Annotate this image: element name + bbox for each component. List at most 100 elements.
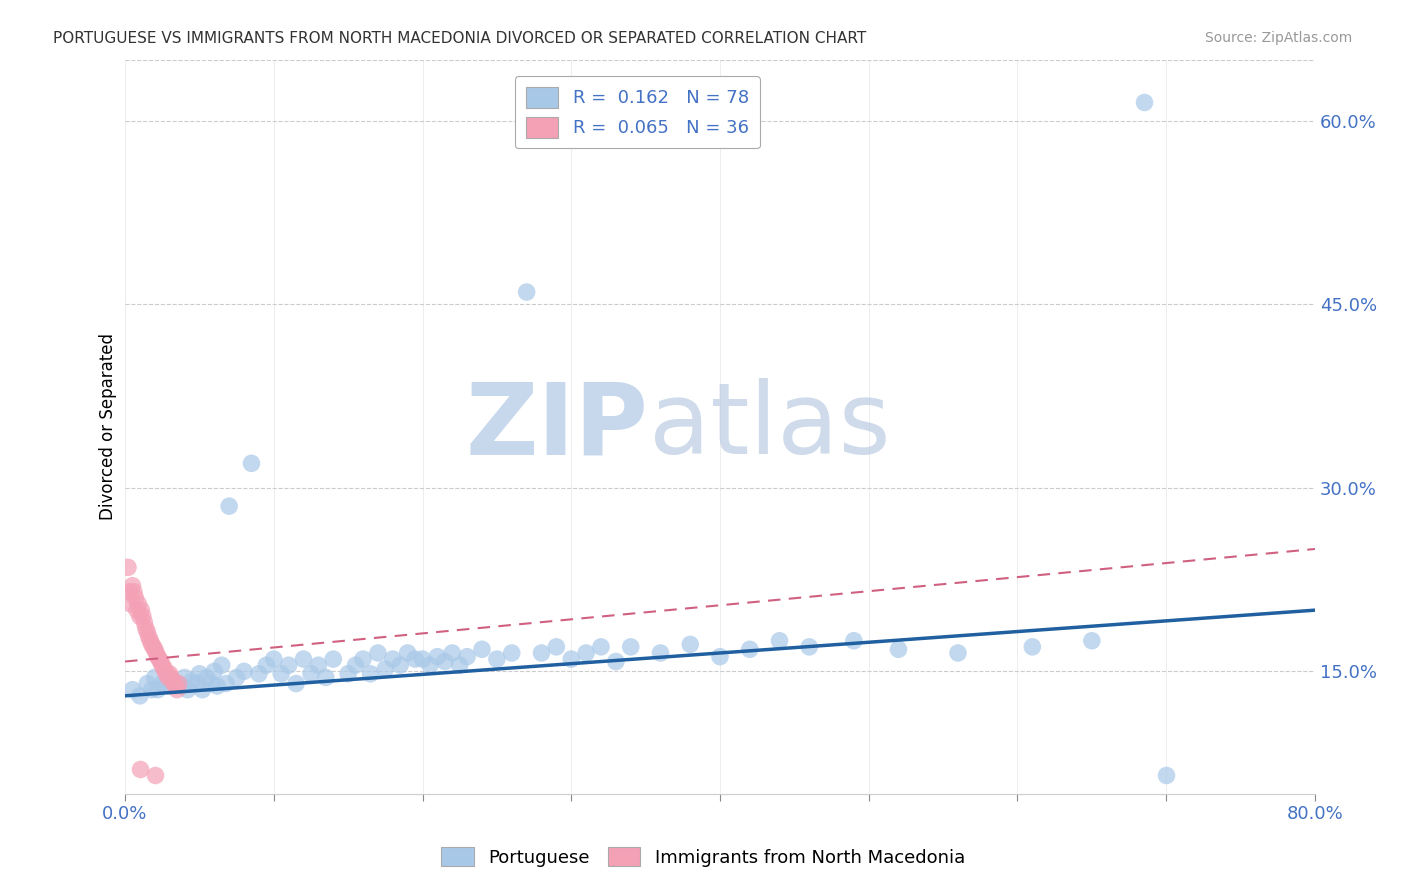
Point [127, 597, 149, 611]
Point [516, 285, 538, 299]
Point [159, 679, 181, 693]
Point [135, 622, 157, 636]
Point [167, 676, 190, 690]
Point [530, 646, 553, 660]
Point [207, 679, 229, 693]
Point [121, 682, 143, 697]
Point [620, 640, 643, 654]
Point [162, 674, 184, 689]
Point [163, 676, 186, 690]
Point [679, 637, 702, 651]
Point [218, 499, 240, 513]
Point [156, 670, 179, 684]
Point [501, 646, 523, 660]
Point [129, 762, 152, 776]
Point [142, 640, 165, 654]
Point [131, 603, 153, 617]
Point [132, 609, 155, 624]
Point [118, 584, 141, 599]
Point [150, 658, 173, 673]
Point [143, 768, 166, 782]
Point [277, 658, 299, 673]
Point [709, 649, 731, 664]
Point [159, 666, 181, 681]
Point [412, 652, 434, 666]
Point [589, 640, 612, 654]
Point [122, 584, 145, 599]
Point [143, 642, 166, 657]
Point [139, 633, 162, 648]
Point [1154, 768, 1177, 782]
Point [156, 666, 179, 681]
Point [195, 670, 218, 684]
Point [254, 658, 277, 673]
Point [315, 670, 337, 684]
Legend: R =  0.162   N = 78, R =  0.065   N = 36: R = 0.162 N = 78, R = 0.065 N = 36 [515, 76, 759, 148]
Point [359, 666, 381, 681]
Point [650, 646, 672, 660]
Point [337, 666, 360, 681]
Text: PORTUGUESE VS IMMIGRANTS FROM NORTH MACEDONIA DIVORCED OR SEPARATED CORRELATION : PORTUGUESE VS IMMIGRANTS FROM NORTH MACE… [53, 31, 866, 46]
Point [149, 655, 172, 669]
Point [449, 658, 471, 673]
Point [181, 674, 204, 689]
Point [799, 640, 821, 654]
Point [176, 682, 198, 697]
Point [367, 646, 389, 660]
Point [160, 670, 183, 684]
Point [150, 676, 173, 690]
Point [186, 676, 208, 690]
Point [162, 674, 184, 689]
Point [146, 682, 169, 697]
Point [138, 630, 160, 644]
Point [141, 637, 163, 651]
Point [389, 658, 412, 673]
Point [191, 682, 214, 697]
Y-axis label: Divorced or Separated: Divorced or Separated [100, 333, 117, 520]
Point [152, 660, 174, 674]
Text: ZIP: ZIP [465, 378, 648, 475]
Point [117, 560, 139, 574]
Point [188, 666, 211, 681]
Legend: Portuguese, Immigrants from North Macedonia: Portuguese, Immigrants from North Macedo… [434, 840, 972, 874]
Point [166, 676, 188, 690]
Point [240, 456, 263, 470]
Point [485, 652, 508, 666]
Point [842, 633, 865, 648]
Point [120, 597, 142, 611]
Point [148, 652, 170, 666]
Point [433, 655, 456, 669]
Point [153, 665, 176, 679]
Point [292, 652, 315, 666]
Point [575, 646, 598, 660]
Point [247, 666, 270, 681]
Point [546, 640, 568, 654]
Point [946, 646, 969, 660]
Point [145, 646, 167, 660]
Point [396, 646, 419, 660]
Point [322, 652, 344, 666]
Point [404, 652, 426, 666]
Point [1133, 95, 1156, 110]
Point [263, 652, 285, 666]
Point [173, 670, 195, 684]
Text: Source: ZipAtlas.com: Source: ZipAtlas.com [1205, 31, 1353, 45]
Point [166, 682, 188, 697]
Point [136, 676, 159, 690]
Point [125, 603, 148, 617]
Point [202, 665, 225, 679]
Point [233, 665, 256, 679]
Point [738, 642, 761, 657]
Point [471, 642, 494, 657]
Point [456, 649, 478, 664]
Point [299, 666, 322, 681]
Point [419, 658, 441, 673]
Point [141, 682, 163, 697]
Point [124, 591, 146, 605]
Point [129, 689, 152, 703]
Point [146, 649, 169, 664]
Point [143, 670, 166, 684]
Point [374, 662, 396, 676]
Point [129, 609, 152, 624]
Point [270, 666, 292, 681]
